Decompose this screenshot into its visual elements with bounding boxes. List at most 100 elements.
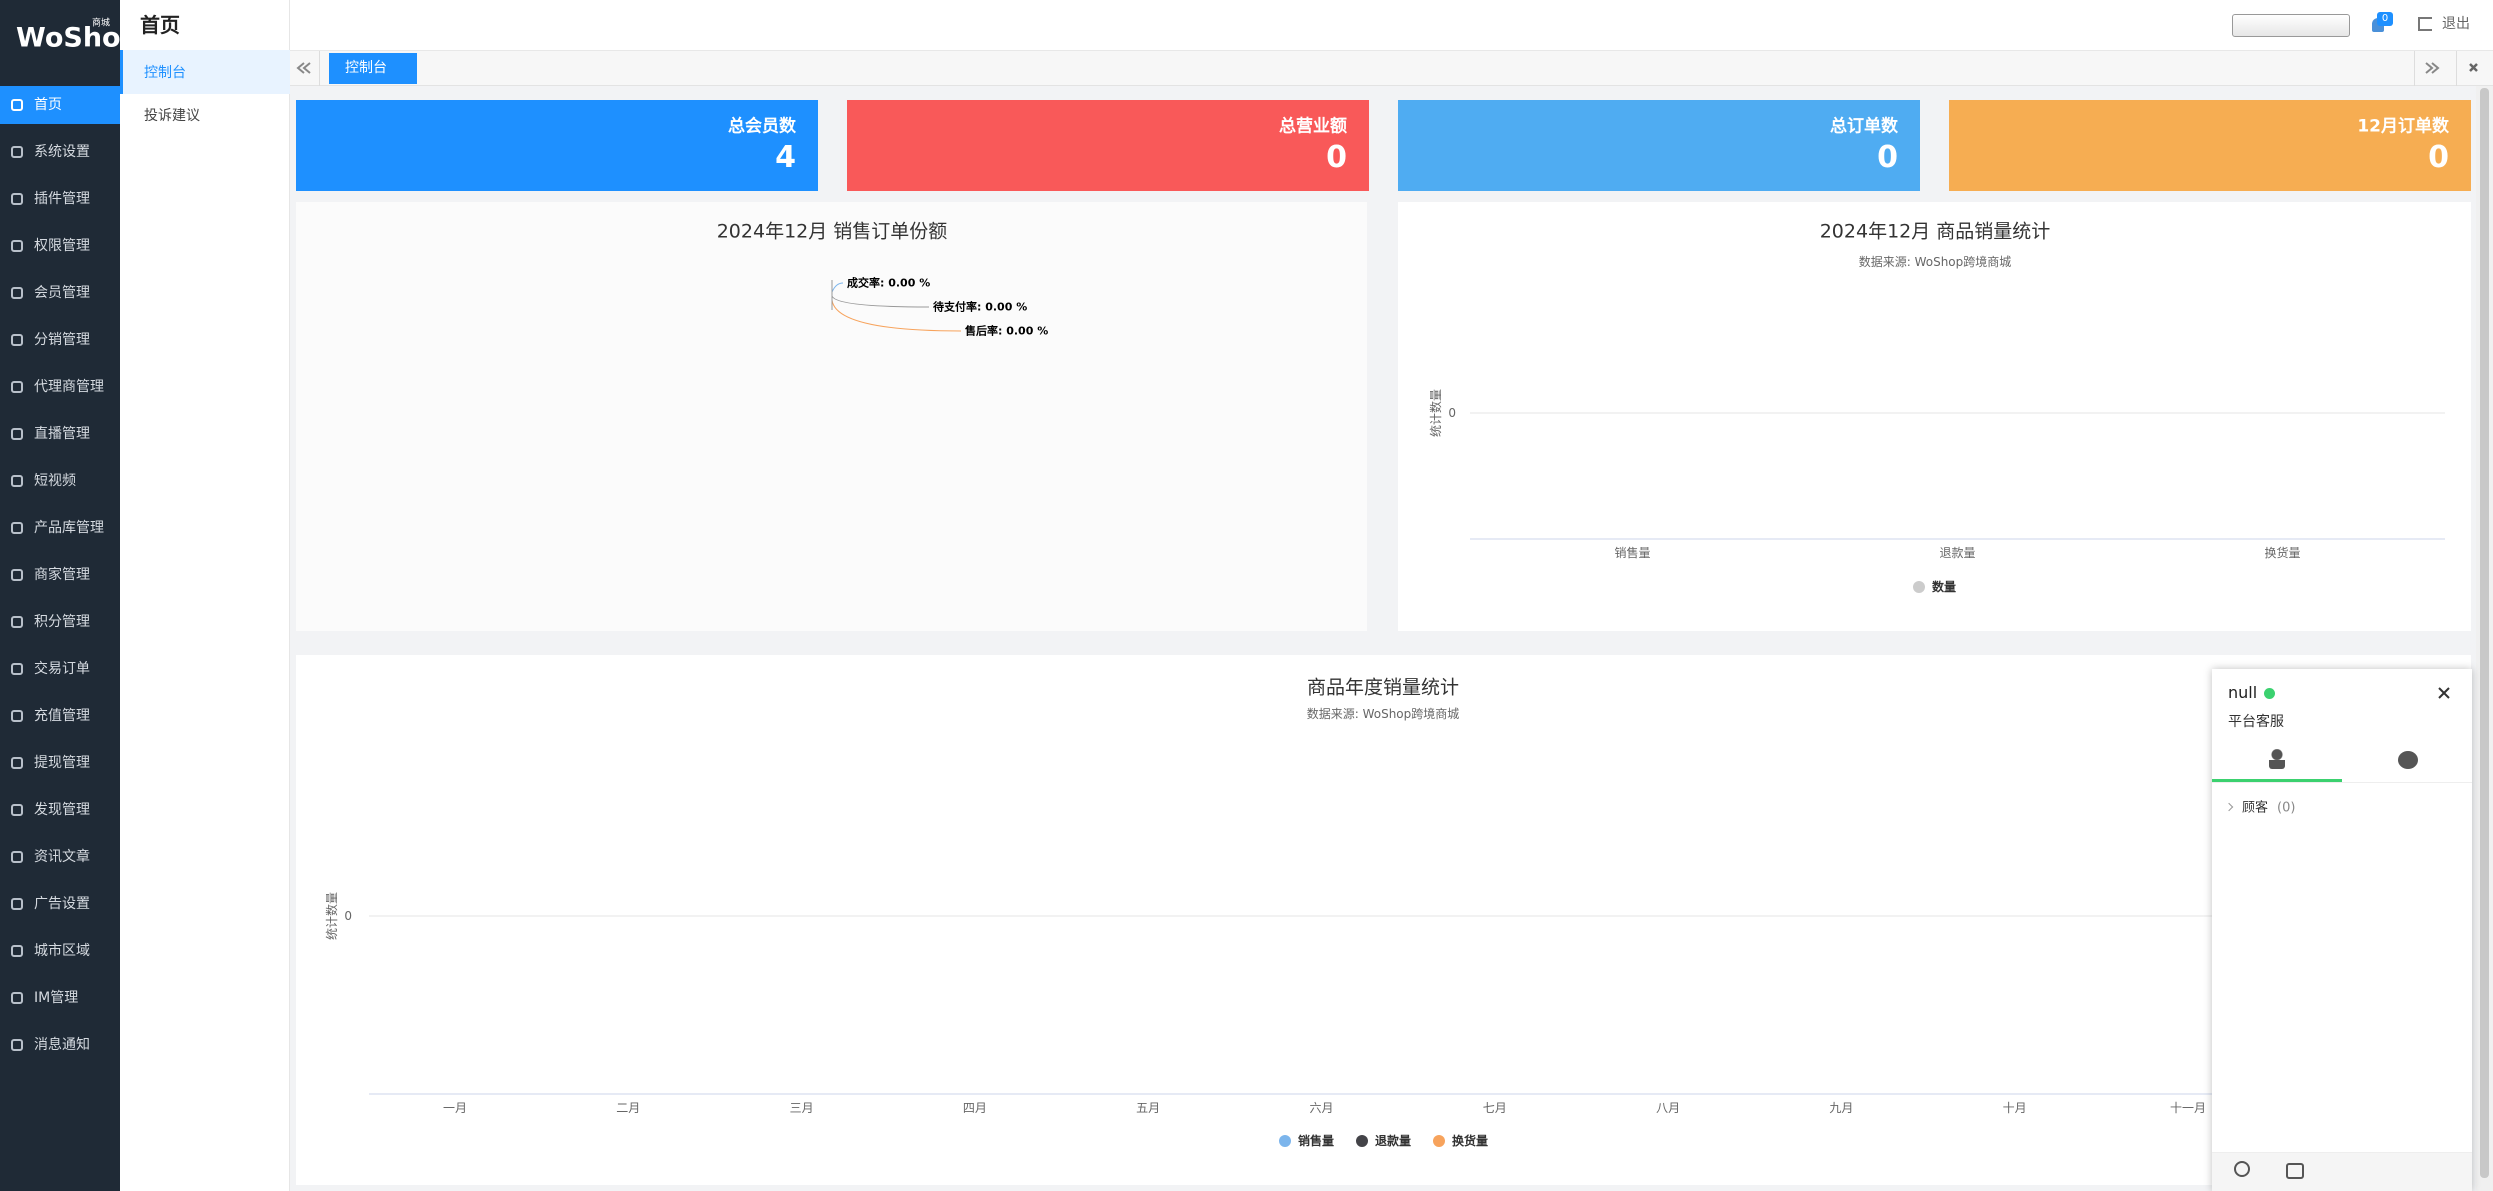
menu-item[interactable]: 商家管理: [34, 567, 90, 583]
menu-icon: [11, 193, 23, 205]
chat-role: 平台客服: [2228, 714, 2284, 730]
menu-icon: [11, 710, 23, 722]
x-tick-label: 三月: [789, 1101, 814, 1115]
stat-label: 总订单数: [1830, 116, 1898, 137]
menu-item[interactable]: 权限管理: [34, 238, 90, 254]
leader-line: [831, 295, 930, 308]
tab-underline: [2212, 779, 2342, 782]
menu-item[interactable]: 插件管理: [34, 191, 90, 207]
tab-bar: [290, 51, 2493, 86]
chat-panel: null 平台客服 顾客 (0): [2212, 669, 2472, 1191]
menu-item[interactable]: 积分管理: [34, 614, 90, 630]
menu-item[interactable]: 代理商管理: [34, 379, 104, 395]
leader-line: [831, 282, 844, 293]
menu-item[interactable]: 城市区域: [34, 943, 90, 959]
menu-item[interactable]: 广告设置: [34, 896, 90, 912]
skin-icon[interactable]: [2286, 1163, 2304, 1179]
select-box[interactable]: [2232, 14, 2350, 37]
chat-close[interactable]: [2436, 685, 2452, 701]
stat-card: [296, 100, 818, 191]
menu-icon: [11, 381, 23, 393]
x-tick-label: 十月: [2002, 1101, 2027, 1115]
close-icon: [2438, 687, 2450, 699]
x-tick-label: 换货量: [2264, 546, 2301, 560]
legend-label[interactable]: 退款量: [1375, 1134, 1412, 1148]
menu-item[interactable]: 发现管理: [34, 802, 90, 818]
stat-label: 总会员数: [728, 116, 796, 137]
chart-title: 2024年12月 商品销量统计: [1819, 220, 2051, 243]
scrollbar: [2476, 86, 2493, 1191]
x-tick-label: 七月: [1482, 1101, 1507, 1115]
menu-icon: [11, 851, 23, 863]
menu-icon: [11, 616, 23, 628]
legend-marker: [1279, 1135, 1291, 1147]
search-icon[interactable]: [2234, 1161, 2250, 1177]
tab[interactable]: 控制台: [329, 53, 417, 84]
stat-value: 0: [1877, 140, 1898, 175]
messages-tab[interactable]: [2398, 751, 2418, 769]
x-tick-label: 九月: [1829, 1101, 1854, 1115]
y-axis-label: 统计数量: [1429, 388, 1443, 438]
stat-label: 12月订单数: [2357, 116, 2449, 137]
sales-panel: [1398, 202, 2471, 631]
stat-label: 总营业额: [1279, 116, 1347, 137]
tab-label: 控制台: [345, 60, 387, 76]
legend-marker: [1433, 1135, 1445, 1147]
chart-title: 2024年12月 销售订单份额: [716, 220, 948, 243]
menu-icon: [11, 992, 23, 1004]
close-all-icon: [2469, 63, 2478, 72]
submenu-item[interactable]: 投诉建议: [144, 108, 200, 124]
legend-marker: [1913, 581, 1925, 593]
menu-item[interactable]: IM管理: [34, 990, 79, 1006]
menu-icon: [11, 240, 23, 252]
menu-item[interactable]: 消息通知: [34, 1037, 90, 1053]
submenu-item[interactable]: 控制台: [144, 65, 186, 81]
menu-icon: [11, 146, 23, 158]
contacts-tab[interactable]: [2269, 749, 2285, 769]
submenu-panel: [120, 0, 290, 1191]
legend-label[interactable]: 数量: [1932, 580, 1957, 594]
group-name[interactable]: 顾客: [2242, 800, 2269, 816]
menu-item[interactable]: 交易订单: [34, 661, 90, 677]
tab-prev[interactable]: [290, 51, 320, 86]
menu-item[interactable]: 会员管理: [34, 285, 90, 301]
menu-item[interactable]: 分销管理: [34, 332, 90, 348]
menu-item[interactable]: 充值管理: [34, 708, 90, 724]
submenu-active-bg: [120, 50, 290, 94]
menu-icon: [11, 804, 23, 816]
menu-icon: [11, 428, 23, 440]
pie-label: 成交率: 0.00 %: [847, 276, 931, 290]
menu-item[interactable]: 提现管理: [34, 755, 90, 771]
menu-icon: [11, 945, 23, 957]
tab-divider: [2212, 782, 2472, 783]
menu-icon: [11, 757, 23, 769]
menu-icon: [11, 287, 23, 299]
stat-card: [847, 100, 1369, 191]
logout[interactable]: 退出: [2442, 16, 2470, 32]
expand-arrow[interactable]: [2224, 802, 2234, 812]
leader-line: [831, 299, 962, 332]
tab-next-icon: [2425, 62, 2440, 74]
menu-item[interactable]: 首页: [34, 97, 62, 113]
menu-active-bg: [0, 86, 120, 124]
logout-icon[interactable]: [2418, 17, 2432, 31]
tab-next[interactable]: [2414, 51, 2452, 86]
menu-item[interactable]: 短视频: [34, 473, 76, 489]
online-dot: [2264, 688, 2275, 699]
legend-label[interactable]: 换货量: [1452, 1134, 1489, 1148]
menu-icon: [11, 99, 23, 111]
y-tick-label: 0: [344, 909, 352, 923]
legend-label[interactable]: 销售量: [1298, 1134, 1335, 1148]
badge: 0: [2377, 12, 2393, 26]
tab-close-all[interactable]: [2456, 51, 2493, 86]
menu-item[interactable]: 直播管理: [34, 426, 90, 442]
menu-icon: [11, 522, 23, 534]
menu-item[interactable]: 产品库管理: [34, 520, 104, 536]
pie-label: 售后率: 0.00 %: [965, 324, 1049, 338]
menu-item[interactable]: 系统设置: [34, 144, 90, 160]
annual-panel: [296, 655, 2471, 1185]
chart-subtitle: 数据来源: WoShop跨境商城: [1858, 255, 2012, 269]
y-axis-label: 统计数量: [325, 891, 339, 941]
menu-item[interactable]: 资讯文章: [34, 849, 90, 865]
